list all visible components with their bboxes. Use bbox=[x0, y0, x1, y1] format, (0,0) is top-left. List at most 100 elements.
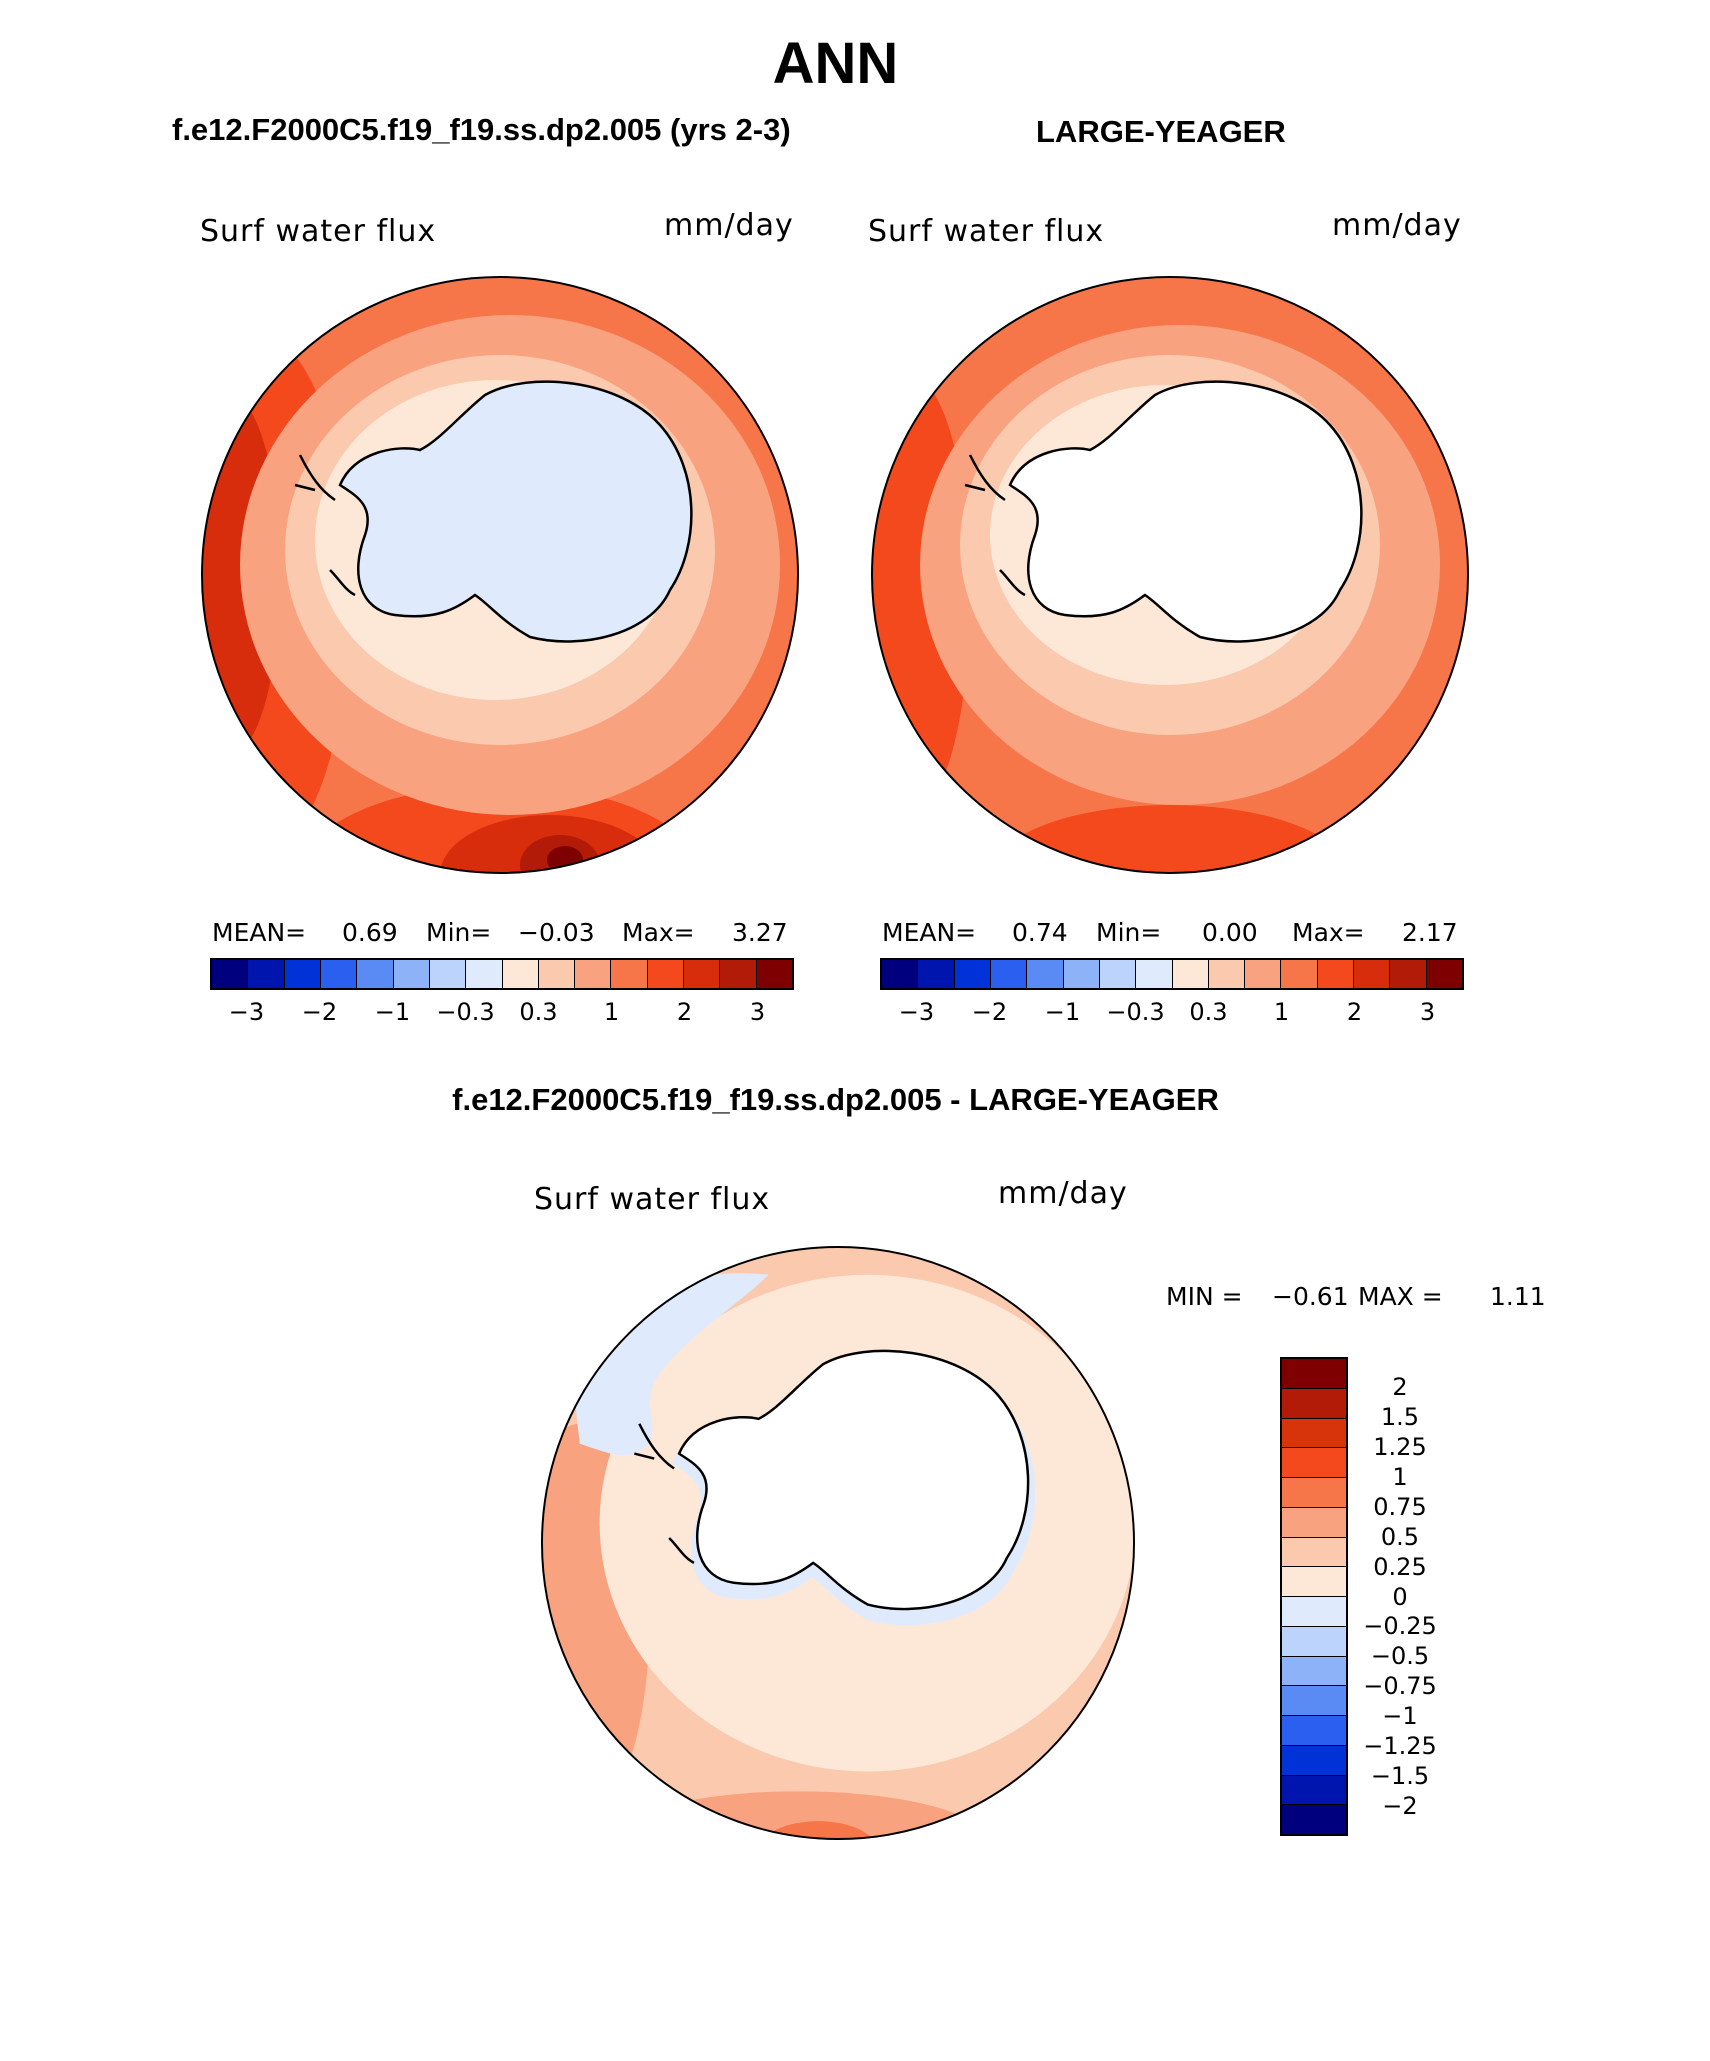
colorbar-tick-label: 2 bbox=[676, 998, 693, 1026]
panel2-units-label: mm/day bbox=[1332, 208, 1462, 243]
left-run-title: f.e12.F2000C5.f19_f19.ss.dp2.005 (yrs 2-… bbox=[172, 112, 791, 147]
panel1-max-label: Max= bbox=[622, 918, 695, 947]
diff-min-value: −0.61 bbox=[1272, 1282, 1349, 1311]
colorbar-swatch bbox=[1027, 960, 1064, 988]
colorbar-swatch bbox=[502, 960, 539, 988]
colorbar-swatch bbox=[466, 960, 503, 988]
panel1-variable-label: Surf water flux bbox=[200, 214, 437, 249]
panel2-variable-label: Surf water flux bbox=[868, 214, 1105, 249]
page-title: ANN bbox=[772, 31, 899, 96]
colorbar-model bbox=[210, 958, 794, 990]
colorbar-swatch bbox=[1281, 960, 1318, 988]
diff-max-label: MAX = bbox=[1358, 1282, 1443, 1311]
colorbar-tick-label: 3 bbox=[1419, 998, 1436, 1026]
colorbar-swatch bbox=[611, 960, 648, 988]
colorbar-swatch bbox=[284, 960, 321, 988]
colorbar-swatch bbox=[647, 960, 685, 988]
colorbar-swatch bbox=[990, 960, 1028, 988]
colorbar-swatch bbox=[720, 960, 757, 988]
colorbar-swatch bbox=[1426, 960, 1462, 988]
colorbar-difference bbox=[1280, 1357, 1348, 1836]
colorbar-swatch bbox=[1282, 1567, 1346, 1597]
panel1-max-value: 3.27 bbox=[732, 918, 788, 947]
colorbar-swatch bbox=[1282, 1418, 1346, 1449]
colorbar-tick-label: −0.25 bbox=[1363, 1612, 1437, 1641]
colorbar-tick-label: −0.3 bbox=[436, 998, 495, 1026]
colorbar-swatch bbox=[1282, 1716, 1346, 1746]
colorbar-swatch bbox=[1282, 1597, 1346, 1627]
colorbar-tick-label: −2 bbox=[1382, 1792, 1418, 1821]
colorbar-swatch bbox=[1245, 960, 1282, 988]
colorbar-swatch bbox=[684, 960, 721, 988]
panel2-max-label: Max= bbox=[1292, 918, 1365, 947]
diff-variable-label: Surf water flux bbox=[534, 1182, 771, 1217]
panel2-min-value: 0.00 bbox=[1202, 918, 1258, 947]
colorbar-swatch bbox=[320, 960, 358, 988]
colorbar-tick-label: 0.3 bbox=[519, 998, 558, 1026]
colorbar-swatch bbox=[1390, 960, 1427, 988]
colorbar-swatch bbox=[1282, 1537, 1346, 1568]
colorbar-obs bbox=[880, 958, 1464, 990]
colorbar-swatch bbox=[1282, 1507, 1346, 1538]
colorbar-swatch bbox=[575, 960, 612, 988]
panel1-units-label: mm/day bbox=[664, 208, 794, 243]
colorbar-swatch bbox=[429, 960, 467, 988]
colorbar-swatch bbox=[393, 960, 430, 988]
panel1-min-label: Min= bbox=[426, 918, 492, 947]
colorbar-swatch bbox=[954, 960, 991, 988]
colorbar-tick-label: 1.25 bbox=[1373, 1432, 1427, 1461]
colorbar-swatch bbox=[1282, 1745, 1346, 1776]
map-difference bbox=[540, 1245, 1136, 1841]
colorbar-tick-label: −1.25 bbox=[1363, 1732, 1437, 1761]
colorbar-swatch bbox=[1282, 1478, 1346, 1508]
diff-max-value: 1.11 bbox=[1490, 1282, 1546, 1311]
colorbar-swatch bbox=[1172, 960, 1209, 988]
colorbar-swatch bbox=[1282, 1448, 1346, 1478]
colorbar-tick-label: −0.5 bbox=[1370, 1642, 1430, 1671]
colorbar-tick-label: −2 bbox=[301, 998, 338, 1026]
panel1-mean-label: MEAN= bbox=[212, 918, 307, 947]
colorbar-swatch bbox=[1099, 960, 1137, 988]
colorbar-tick-label: −3 bbox=[898, 998, 935, 1026]
diff-units-label: mm/day bbox=[998, 1176, 1128, 1211]
colorbar-swatch bbox=[357, 960, 394, 988]
colorbar-tick-label: 0.75 bbox=[1373, 1492, 1427, 1521]
colorbar-swatch bbox=[756, 960, 792, 988]
colorbar-tick-label: −3 bbox=[228, 998, 265, 1026]
colorbar-tick-label: 1.5 bbox=[1380, 1402, 1420, 1431]
colorbar-swatch bbox=[1317, 960, 1355, 988]
colorbar-swatch bbox=[212, 960, 249, 988]
colorbar-tick-label: 0.5 bbox=[1380, 1522, 1420, 1551]
colorbar-swatch bbox=[538, 960, 576, 988]
colorbar-swatch bbox=[1208, 960, 1246, 988]
colorbar-swatch bbox=[1282, 1359, 1346, 1389]
colorbar-swatch bbox=[918, 960, 955, 988]
diff-min-label: MIN = bbox=[1166, 1282, 1243, 1311]
map-obs bbox=[871, 276, 1469, 874]
map-model bbox=[201, 276, 799, 874]
panel2-min-label: Min= bbox=[1096, 918, 1162, 947]
colorbar-swatch bbox=[1282, 1626, 1346, 1657]
colorbar-swatch bbox=[1136, 960, 1173, 988]
colorbar-tick-label: −1 bbox=[1044, 998, 1081, 1026]
colorbar-tick-label: −1.5 bbox=[1370, 1762, 1430, 1791]
colorbar-swatch bbox=[882, 960, 919, 988]
colorbar-tick-label: −1 bbox=[1382, 1702, 1418, 1731]
colorbar-swatch bbox=[1282, 1805, 1346, 1834]
colorbar-swatch bbox=[1354, 960, 1391, 988]
right-run-title: LARGE-YEAGER bbox=[1036, 114, 1286, 149]
colorbar-tick-label: 0.3 bbox=[1189, 998, 1228, 1026]
colorbar-tick-label: 2 bbox=[1392, 1372, 1408, 1401]
colorbar-swatch bbox=[1063, 960, 1100, 988]
colorbar-swatch bbox=[1282, 1775, 1346, 1806]
colorbar-swatch bbox=[1282, 1686, 1346, 1716]
colorbar-tick-label: −2 bbox=[971, 998, 1008, 1026]
diff-title: f.e12.F2000C5.f19_f19.ss.dp2.005 - LARGE… bbox=[452, 1082, 1219, 1117]
colorbar-tick-label: 2 bbox=[1346, 998, 1363, 1026]
colorbar-tick-label: 0 bbox=[1392, 1582, 1408, 1611]
colorbar-tick-label: 1 bbox=[1392, 1462, 1408, 1491]
colorbar-tick-label: 1 bbox=[603, 998, 620, 1026]
panel2-mean-label: MEAN= bbox=[882, 918, 977, 947]
colorbar-tick-label: 3 bbox=[749, 998, 766, 1026]
colorbar-tick-label: −0.3 bbox=[1106, 998, 1165, 1026]
